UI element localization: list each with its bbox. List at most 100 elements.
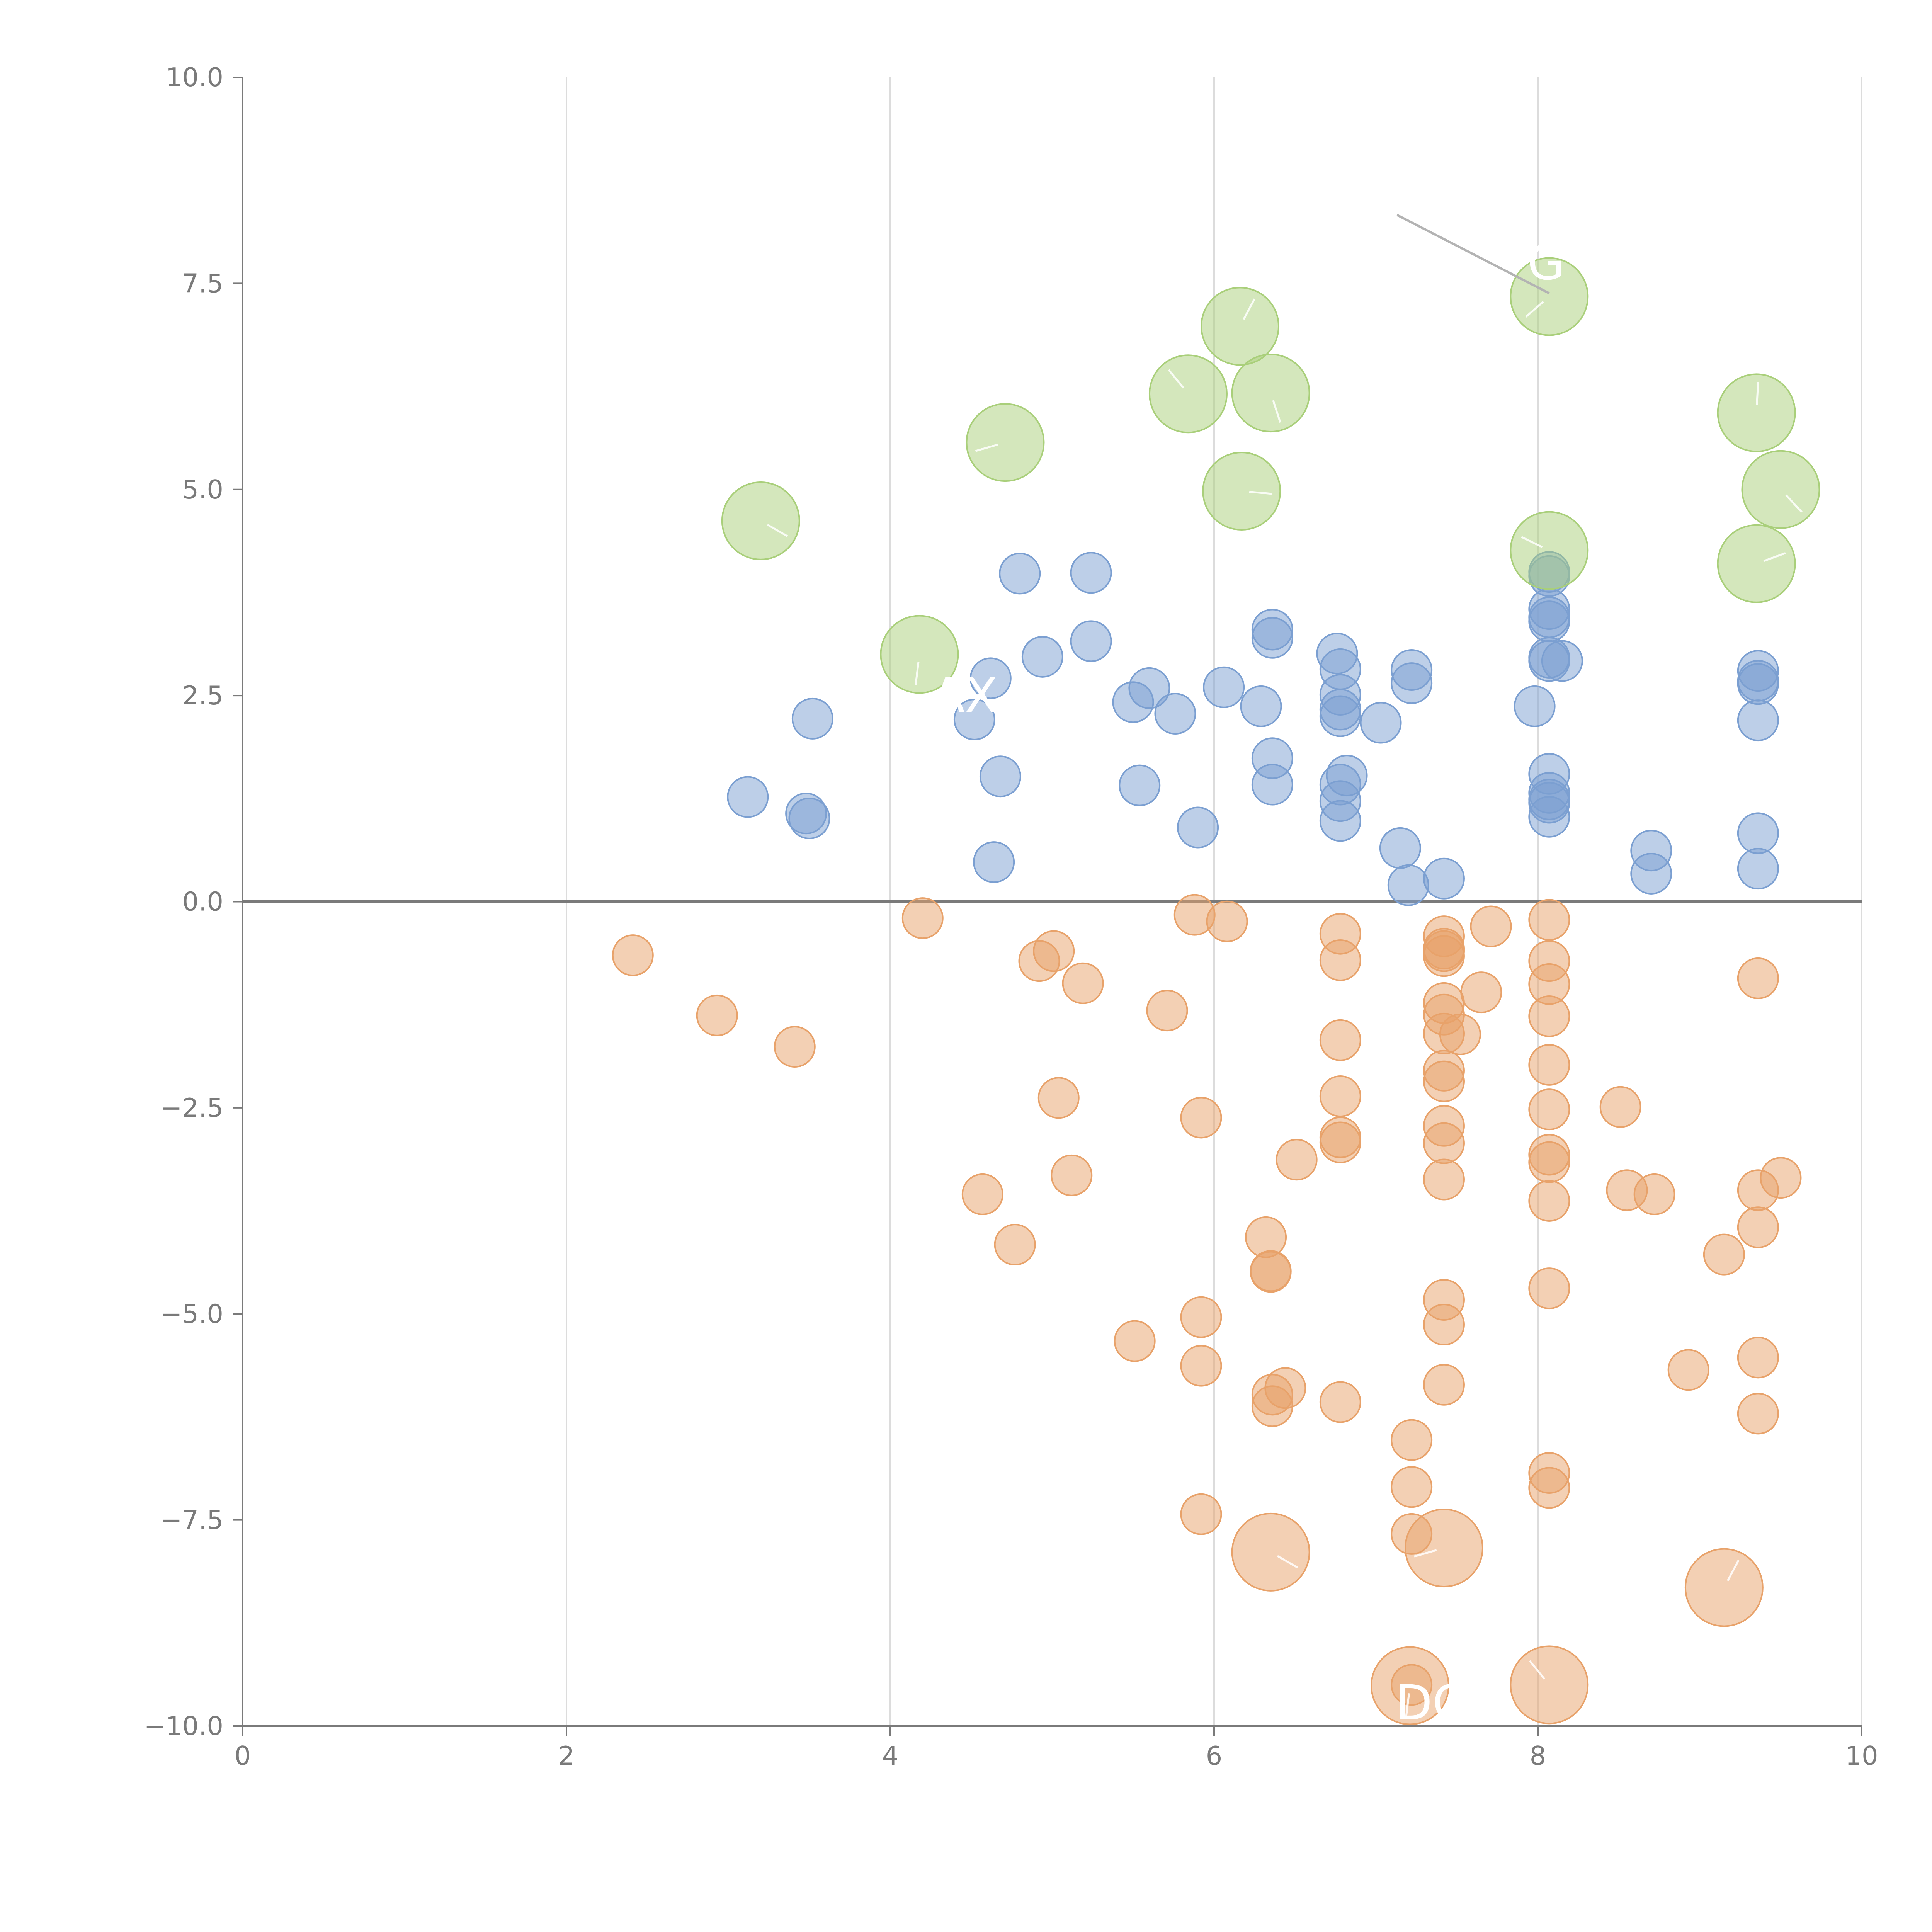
annotations: G AX DCH [767,214,1803,1731]
y-tick-label: 0.0 [182,887,223,917]
y-tick-label: 7.5 [182,268,223,298]
callout-tick [1272,400,1281,423]
orange-large-point [1510,1645,1589,1725]
blue-point [1528,796,1570,838]
orange-point [1760,1157,1802,1199]
orange-point [1391,1419,1433,1461]
blue-point [973,841,1015,883]
orange-point [1319,939,1361,981]
y-tick-label: −7.5 [160,1505,223,1535]
orange-point [1319,1075,1361,1117]
x-tick-label: 10 [1845,1741,1878,1771]
blue-point [1737,663,1779,705]
y-tick-label: 10.0 [166,62,223,92]
blue-point [791,697,833,740]
blue-point [1360,702,1402,744]
annotation-leader-line [1396,214,1550,294]
callout-tick [1414,1549,1437,1558]
orange-point [1528,1267,1570,1310]
orange-point [1319,1381,1361,1423]
orange-large-point [1370,1646,1449,1725]
orange-point [1319,1121,1361,1163]
orange-point [1737,1337,1779,1379]
callout-tick [1785,494,1803,513]
orange-point [1439,1013,1481,1055]
green-point [1510,511,1589,590]
orange-point [1470,905,1512,947]
y-tick-label: 2.5 [182,680,223,711]
orange-point [1528,899,1570,941]
orange-point [1250,1250,1292,1292]
blue-point [1251,764,1293,806]
blue-point [1240,685,1282,727]
blue-point [1514,685,1556,727]
orange-point [994,1224,1036,1266]
blue-point [979,755,1021,798]
green-point [966,403,1045,482]
blue-point [1070,552,1112,594]
orange-point [1276,1139,1318,1181]
orange-point [1423,1158,1465,1201]
callout-tick [1277,1555,1298,1568]
green-point [1510,257,1589,336]
blue-point [1379,827,1421,869]
orange-point [1423,935,1465,977]
orange-point [1528,1141,1570,1183]
orange-large-point [1404,1509,1483,1588]
orange-point [696,994,738,1036]
data-points [612,257,1820,1725]
x-tick-label: 2 [558,1741,575,1771]
orange-point [1423,1364,1465,1406]
blue-point [1387,864,1429,906]
blue-point [1021,636,1063,678]
x-tick-label: 0 [235,1741,251,1771]
blue-point [1177,806,1219,849]
callout-tick [1727,1560,1740,1582]
y-tick-label: −10.0 [144,1711,223,1741]
green-point [1717,373,1796,452]
orange-point [1703,1233,1745,1276]
blue-point [1326,755,1368,797]
orange-point [1391,1466,1433,1508]
annotation-label: DCH [1395,1675,1503,1731]
blue-point [1128,667,1170,709]
orange-point [1180,1296,1222,1338]
orange-point [1528,1467,1570,1509]
orange-point [1423,1122,1465,1164]
y-tick-label: −2.5 [160,1093,223,1123]
orange-point [1051,1154,1093,1196]
blue-point [788,798,830,840]
orange-point [901,897,944,939]
orange-point [1062,962,1104,1004]
green-point [1231,354,1310,433]
blue-point [999,553,1041,595]
blue-point [1737,812,1779,854]
orange-point [1633,1173,1675,1215]
blue-point [1119,764,1161,806]
orange-point [1528,1044,1570,1086]
orange-point [1180,1097,1222,1139]
y-tick-label: 5.0 [182,474,223,505]
orange-point [1037,1077,1080,1119]
orange-point [1114,1320,1156,1362]
annotation-label: AX [932,668,998,724]
blue-point [953,698,995,740]
x-tick-label: 8 [1530,1741,1546,1771]
green-point [880,615,959,694]
blue-point [1737,699,1779,742]
y-tick-label: −5.0 [160,1299,223,1329]
orange-point [961,1173,1003,1215]
x-tick-label: 6 [1206,1741,1223,1771]
green-point [1202,452,1281,531]
blue-point [1541,640,1583,682]
callout-tick [1243,298,1255,320]
axes: 0 2 4 6 8 10 10.0 7.5 5.0 2.5 0.0 −2.5 −5.0 −7.5 −10.0 [144,62,1878,1771]
orange-point [1423,1303,1465,1345]
orange-point [1737,1393,1779,1435]
blue-point [1391,662,1433,704]
orange-point [1206,900,1248,942]
callout-tick [1168,369,1184,389]
callout-tick [1405,1693,1410,1717]
orange-point [1180,1345,1222,1387]
